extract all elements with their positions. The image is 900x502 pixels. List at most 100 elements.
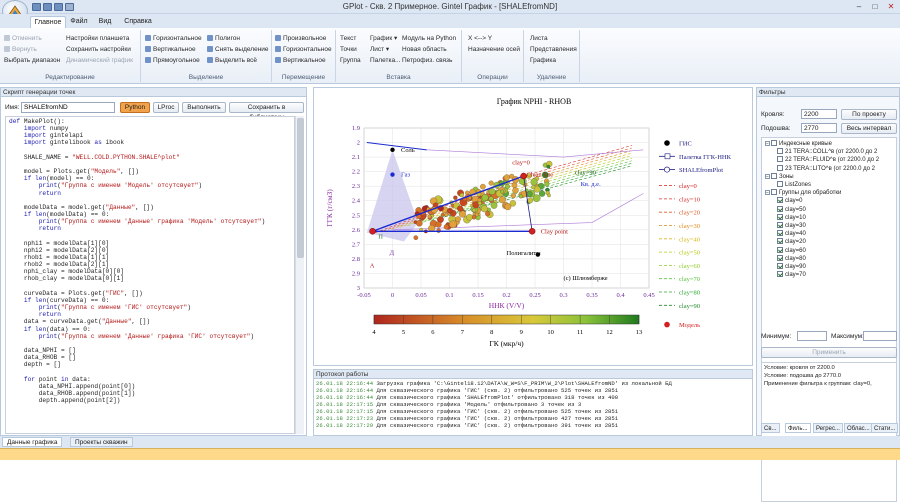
delete-plot-button[interactable]: Графика: [530, 57, 556, 64]
checkbox[interactable]: [771, 140, 777, 146]
tablet-settings-button[interactable]: Настройки планшета: [66, 35, 130, 42]
select-polygon-button[interactable]: Полигон: [207, 34, 240, 43]
swap-xy-button[interactable]: X <--> Y: [468, 35, 493, 42]
filter-tree-item[interactable]: − Группы для обработки: [765, 189, 841, 197]
lproc-button[interactable]: LProc: [153, 102, 179, 113]
filter-tree-item[interactable]: clay=30: [777, 222, 806, 230]
top-input[interactable]: 2200: [801, 109, 837, 119]
select-rect-button[interactable]: Прямоугольное: [145, 56, 200, 65]
delete-sheet-button[interactable]: Листа: [530, 35, 548, 42]
delete-view-button[interactable]: Представления: [530, 46, 577, 53]
save-icon[interactable]: [32, 3, 41, 11]
insert-palette-button[interactable]: Палетка...: [370, 57, 401, 64]
save-settings-button[interactable]: Сохранить настройки: [66, 46, 131, 53]
deselect-button[interactable]: Снять выделение: [207, 45, 269, 54]
checkbox[interactable]: [777, 181, 783, 187]
by-project-button[interactable]: По проекту: [841, 109, 897, 120]
select-horizontal-button[interactable]: Горизонтальное: [145, 34, 202, 43]
checkbox[interactable]: [771, 172, 777, 179]
tab-properties[interactable]: Св...: [761, 423, 780, 433]
expand-icon[interactable]: −: [765, 190, 770, 197]
checkbox[interactable]: [777, 205, 783, 212]
petrophys-link-button[interactable]: Петрофиз. связь: [402, 57, 453, 64]
checkbox[interactable]: [777, 222, 783, 228]
max-input[interactable]: [863, 331, 897, 341]
move-free-button[interactable]: Произвольное: [275, 34, 326, 43]
insert-group-button[interactable]: Группа: [340, 57, 361, 64]
filter-tree-item[interactable]: 23 TERA::LITO^в (от 2200.0 до 2: [777, 164, 875, 173]
scroll-thumb[interactable]: [297, 118, 304, 258]
select-range-button[interactable]: Выбрать диапазон: [4, 57, 61, 64]
filter-tree-item[interactable]: clay=0: [777, 197, 803, 205]
maximize-button[interactable]: □: [872, 2, 878, 11]
apply-button[interactable]: Применить: [761, 347, 897, 358]
new-area-button[interactable]: Новая область: [402, 46, 447, 53]
checkbox[interactable]: [777, 164, 783, 171]
insert-plot-button[interactable]: График ▾: [370, 35, 398, 42]
redo-button[interactable]: Вернуть: [4, 45, 37, 54]
checkbox[interactable]: [777, 254, 783, 261]
tab-well-projects[interactable]: Проекты скважин: [70, 437, 133, 447]
checkbox[interactable]: [777, 246, 783, 253]
filter-tree-item[interactable]: clay=40: [777, 230, 806, 238]
filter-tree-item[interactable]: clay=20: [777, 238, 806, 246]
filter-tree-item[interactable]: clay=50: [777, 205, 806, 214]
expand-icon[interactable]: −: [765, 173, 770, 180]
filter-tree-item[interactable]: clay=70: [777, 271, 806, 279]
checkbox[interactable]: [777, 263, 783, 269]
min-input[interactable]: [797, 331, 827, 341]
insert-text-button[interactable]: Текст: [340, 35, 357, 42]
save-to-library-button[interactable]: Сохранить в библиотеку: [229, 102, 304, 121]
qat-dropdown-icon[interactable]: [65, 3, 74, 11]
tab-areas[interactable]: Облас...: [844, 423, 873, 433]
filter-tree-item[interactable]: 21 TERA::COLL^в (от 2200.0 до 2: [777, 148, 877, 156]
minimize-button[interactable]: –: [856, 2, 862, 11]
filter-tree-item[interactable]: − Индексные кривые: [765, 140, 832, 148]
tab-regression[interactable]: Регрес...: [813, 423, 843, 433]
tab-plot-data[interactable]: Данные графика: [2, 437, 63, 447]
bottom-input[interactable]: 2770: [801, 123, 837, 133]
expand-icon[interactable]: −: [765, 141, 770, 147]
tab-filters[interactable]: Филь...: [785, 423, 811, 433]
checkbox[interactable]: [777, 148, 783, 155]
code-scrollbar[interactable]: [295, 116, 304, 434]
tab-help[interactable]: Справка: [124, 18, 152, 25]
checkbox[interactable]: [771, 189, 777, 196]
undo-button[interactable]: Отменить: [4, 34, 42, 43]
move-horizontal-button[interactable]: Горизонтальное: [275, 45, 332, 54]
chart-area[interactable]: График NPHI - RHOB -0.05 0 0.05 0.1 0.15 0.2 0.…: [313, 87, 753, 366]
tab-statistics[interactable]: Стати...: [871, 423, 899, 433]
nphi-rhob-chart[interactable]: График NPHI - RHOB -0.05 0 0.05 0.1 0.15 0.2 0.…: [314, 88, 752, 365]
run-button[interactable]: Выполнить: [182, 102, 226, 113]
python-button[interactable]: Python: [120, 102, 150, 113]
tab-file[interactable]: Файл: [70, 18, 88, 25]
new-icon[interactable]: [54, 3, 63, 11]
assign-axes-button[interactable]: Назначение осей: [468, 46, 521, 53]
checkbox[interactable]: [777, 271, 783, 278]
checkbox[interactable]: [777, 238, 783, 245]
python-module-button[interactable]: Модуль на Python: [402, 35, 457, 42]
tab-view[interactable]: Вид: [98, 18, 112, 25]
filter-tree-item[interactable]: clay=10: [777, 213, 806, 222]
filter-tree-item[interactable]: clay=90: [777, 263, 806, 271]
close-button[interactable]: ✕: [887, 2, 895, 11]
checkbox[interactable]: [777, 197, 783, 204]
filter-tree-item[interactable]: clay=80: [777, 254, 806, 263]
select-all-button[interactable]: Выделить всё: [207, 56, 257, 65]
checkbox[interactable]: [777, 213, 783, 220]
open-icon[interactable]: [43, 3, 52, 11]
dynamic-plot-button[interactable]: Динамический график: [66, 57, 133, 64]
insert-sheet-button[interactable]: Лист ▾: [370, 46, 390, 53]
checkbox[interactable]: [777, 230, 783, 237]
code-editor[interactable]: def MakePlot(): import numpy import gint…: [5, 116, 295, 434]
checkbox[interactable]: [777, 156, 783, 163]
move-vertical-button[interactable]: Вертикальное: [275, 56, 326, 65]
tab-main[interactable]: Главное: [30, 16, 66, 28]
filter-tree-item[interactable]: ListZones: [777, 181, 811, 189]
script-name-input[interactable]: [21, 102, 115, 113]
whole-interval-button[interactable]: Весь интервал: [841, 123, 897, 134]
insert-points-button[interactable]: Точки: [340, 46, 357, 53]
select-vertical-button[interactable]: Вертикальное: [145, 45, 196, 54]
filter-tree-item[interactable]: − Зоны: [765, 172, 794, 181]
filter-tree-item[interactable]: clay=60: [777, 246, 806, 255]
